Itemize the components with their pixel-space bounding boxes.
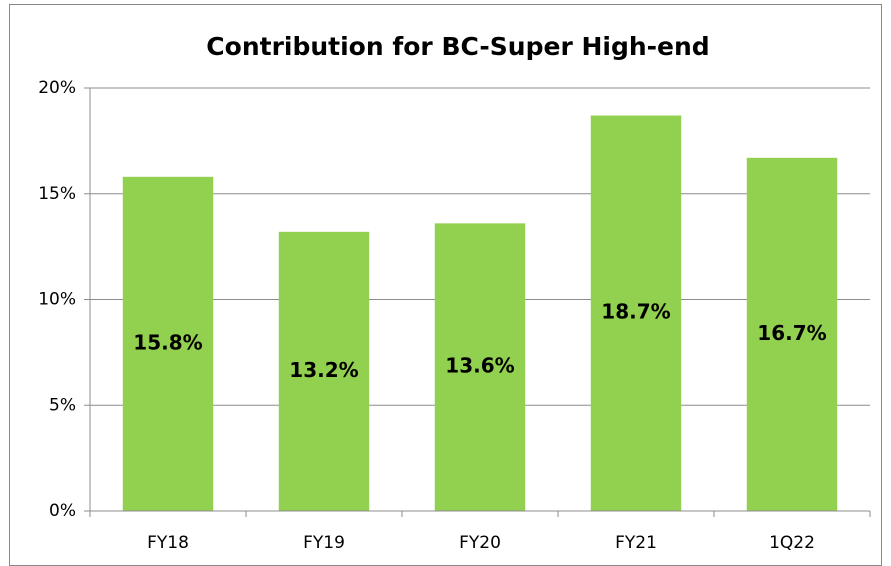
y-tick-label: 10% [38, 290, 76, 310]
x-tick-label: 1Q22 [769, 533, 815, 553]
bar [278, 231, 370, 511]
x-tick-label: FY18 [147, 533, 189, 553]
y-tick-label: 5% [49, 395, 76, 415]
chart-title: Contribution for BC-Super High-end [206, 32, 709, 61]
x-tick-label: FY21 [615, 533, 657, 553]
x-tick-label: FY20 [459, 533, 501, 553]
x-tick-label: FY19 [303, 533, 345, 553]
y-tick-label: 20% [38, 78, 76, 98]
value-label: 18.7% [601, 300, 670, 324]
y-tick-label: 0% [49, 501, 76, 521]
value-label: 16.7% [757, 321, 826, 345]
bar [434, 223, 526, 512]
bar [746, 157, 838, 512]
bar [122, 176, 214, 511]
bar [590, 115, 682, 512]
value-label: 13.6% [445, 354, 514, 378]
value-label: 15.8% [133, 330, 202, 354]
value-label: 13.2% [289, 358, 358, 382]
y-tick-label: 15% [38, 184, 76, 204]
